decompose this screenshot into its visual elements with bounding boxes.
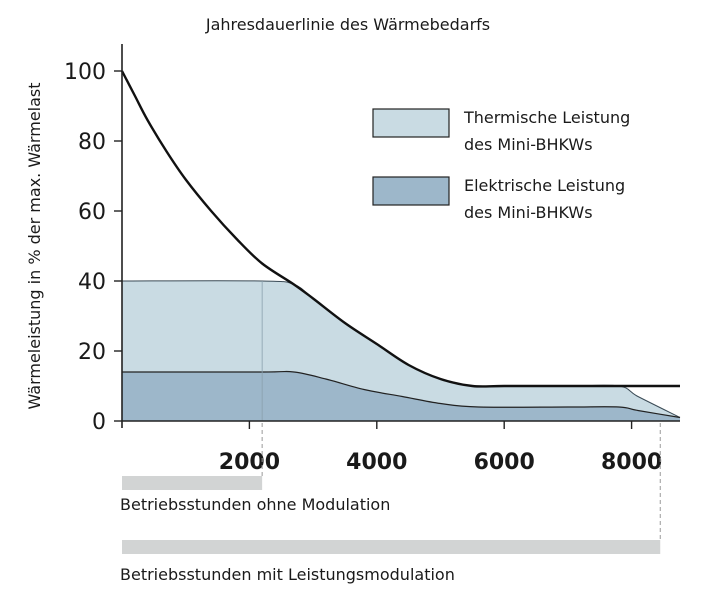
bar-label: Betriebsstunden ohne Modulation	[120, 495, 390, 514]
x-tick-label: 8000	[601, 450, 662, 475]
y-tick-label: 40	[78, 270, 106, 295]
bar-operating-hours	[122, 540, 661, 554]
y-tick-label: 20	[78, 340, 106, 365]
bar-label: Betriebsstunden mit Leistungsmodulation	[120, 565, 455, 584]
legend-label-electrical-line2: des Mini-BHKWs	[464, 203, 593, 222]
bar-operating-hours	[122, 476, 263, 490]
series-electrical-area	[122, 371, 680, 421]
legend: Thermische Leistung des Mini-BHKWs Elekt…	[372, 108, 630, 222]
y-axis-label: Wärmeleistung in % der max. Wärmelast	[25, 82, 44, 409]
legend-swatch-thermal	[372, 108, 450, 138]
series-electrical-line	[122, 370, 681, 419]
legend-swatch-electrical	[372, 176, 450, 206]
plot-area: 0 20 40 60 80 100 2000 4000 6000 8000 Betriebsstun…	[64, 44, 681, 584]
y-tick-label: 60	[78, 200, 106, 225]
chart-title: Jahresdauerlinie des Wärmebedarfs	[205, 15, 490, 34]
y-tick-label: 0	[92, 410, 106, 435]
series-demand-line	[120, 70, 680, 388]
y-tick-label: 100	[64, 60, 106, 85]
x-tick-label: 6000	[474, 450, 535, 475]
legend-label-thermal-line2: des Mini-BHKWs	[464, 135, 593, 154]
y-tick-label: 80	[78, 130, 106, 155]
legend-label-electrical-line1: Elektrische Leistung	[464, 176, 625, 195]
x-tick-label: 2000	[219, 450, 280, 475]
legend-label-thermal-line1: Thermische Leistung	[463, 108, 630, 127]
x-tick-label: 4000	[346, 450, 407, 475]
